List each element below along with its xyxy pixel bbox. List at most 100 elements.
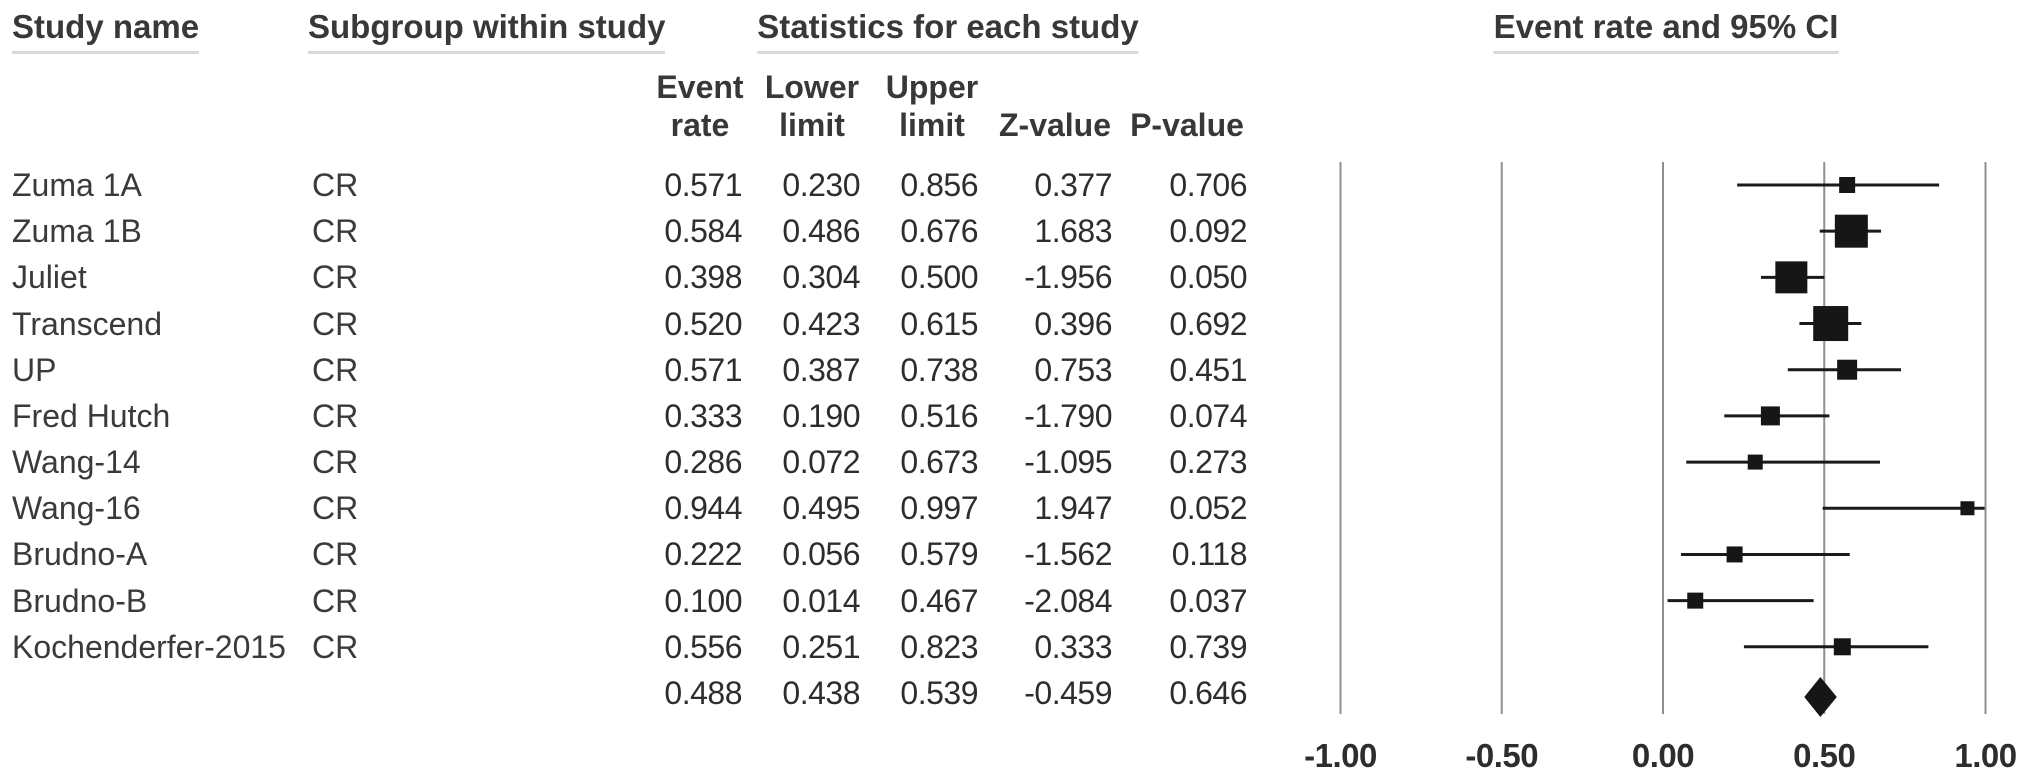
z-value: -1.790 — [1024, 397, 1112, 434]
study-name: Wang-14 — [12, 444, 141, 481]
p-value: 0.118 — [1171, 536, 1248, 573]
study-row: Transcend CR 0.520 0.423 0.615 0.396 0.692 — [0, 305, 2031, 343]
subgroup-value: CR — [312, 351, 359, 388]
lower-limit-value: 0.486 — [782, 213, 860, 250]
point-estimate-marker — [1833, 638, 1851, 656]
lower-limit-value: 0.056 — [782, 536, 860, 573]
study-name: Juliet — [12, 259, 87, 296]
upper-limit-value: 0.823 — [900, 628, 978, 665]
study-name: Brudno-B — [12, 582, 148, 619]
study-row: Brudno-B CR 0.100 0.014 0.467 -2.084 0.037 — [0, 582, 2031, 620]
lower-limit-value: 0.423 — [782, 305, 860, 342]
event-rate-value: 0.286 — [664, 444, 742, 481]
study-row: Wang-14 CR 0.286 0.072 0.673 -1.095 0.273 — [0, 443, 2031, 481]
z-value: 0.396 — [1034, 305, 1112, 342]
upper-limit-value: 0.997 — [900, 490, 978, 527]
point-estimate-marker — [1747, 454, 1763, 470]
study-name: Brudno-A — [12, 536, 148, 573]
upper-limit-value: 0.676 — [900, 213, 978, 250]
subheader-p-value: P-value — [1130, 107, 1244, 143]
z-value: -1.095 — [1024, 444, 1112, 481]
lower-limit-value: 0.230 — [782, 167, 860, 203]
point-estimate-marker — [1760, 406, 1780, 426]
study-row: Zuma 1B CR 0.584 0.486 0.676 1.683 0.092 — [0, 212, 2031, 250]
upper-limit-value: 0.500 — [900, 259, 978, 296]
lower-limit-value: 0.387 — [782, 351, 860, 388]
subheader-lower-limit-line1: Lower — [764, 69, 860, 105]
subheader-upper-limit-line2: limit — [899, 107, 965, 143]
study-name: Zuma 1A — [12, 167, 142, 203]
study-name: Zuma 1B — [12, 213, 142, 250]
summary-event-rate-value: 0.488 — [664, 674, 742, 711]
p-value: 0.451 — [1169, 351, 1247, 388]
study-name: Wang-16 — [12, 490, 141, 527]
upper-limit-value: 0.615 — [900, 305, 978, 342]
z-value: -2.084 — [1024, 582, 1112, 619]
point-estimate-marker — [1726, 546, 1743, 563]
event-rate-value: 0.556 — [664, 628, 742, 665]
event-rate-value: 0.100 — [664, 582, 742, 619]
summary-lower-limit-value: 0.438 — [782, 674, 860, 711]
event-rate-value: 0.520 — [664, 305, 742, 342]
subgroup-value: CR — [312, 444, 359, 481]
x-axis-tick-label: -0.50 — [1465, 737, 1539, 774]
upper-limit-value: 0.856 — [900, 167, 978, 203]
z-value: 1.947 — [1034, 490, 1112, 527]
study-name: Transcend — [12, 305, 162, 342]
subgroup-value: CR — [312, 397, 359, 434]
point-estimate-marker — [1960, 501, 1975, 516]
lower-limit-value: 0.072 — [782, 444, 860, 481]
lower-limit-value: 0.304 — [782, 259, 860, 296]
lower-limit-value: 0.190 — [782, 397, 860, 434]
lower-limit-value: 0.495 — [782, 490, 860, 527]
z-value: 1.683 — [1034, 213, 1112, 250]
event-rate-value: 0.571 — [664, 167, 742, 203]
column-header-study-name: Study name — [12, 8, 200, 54]
subgroup-value: CR — [312, 259, 359, 296]
p-value: 0.052 — [1169, 490, 1247, 527]
study-row: Zuma 1A CR 0.571 0.230 0.856 0.377 0.706 — [0, 166, 2031, 204]
column-header-statistics: Statistics for each study — [757, 8, 1139, 54]
study-row: Juliet CR 0.398 0.304 0.500 -1.956 0.050 — [0, 258, 2031, 296]
study-row: Kochenderfer-2015 CR 0.556 0.251 0.823 0.333 0… — [0, 628, 2031, 666]
column-header-subgroup: Subgroup within study — [308, 8, 666, 54]
event-rate-value: 0.222 — [664, 536, 742, 573]
x-axis-tick-label: 1.00 — [1954, 737, 2017, 774]
event-rate-value: 0.571 — [664, 351, 742, 388]
p-value: 0.074 — [1169, 397, 1247, 434]
point-estimate-marker — [1775, 261, 1808, 294]
z-value: 0.333 — [1034, 628, 1112, 665]
event-rate-value: 0.584 — [664, 213, 742, 250]
study-row: Fred Hutch CR 0.333 0.190 0.516 -1.790 0.074 — [0, 397, 2031, 435]
subgroup-value: CR — [312, 628, 359, 665]
p-value: 0.692 — [1169, 305, 1247, 342]
study-row: UP CR 0.571 0.387 0.738 0.753 0.451 — [0, 351, 2031, 389]
study-row: Brudno-A CR 0.222 0.056 0.579 -1.562 0.118 — [0, 535, 2031, 573]
subgroup-value: CR — [312, 490, 359, 527]
subheader-upper-limit-line1: Upper — [885, 69, 979, 105]
event-rate-value: 0.944 — [664, 490, 742, 527]
subgroup-value: CR — [312, 536, 359, 573]
subgroup-value: CR — [312, 582, 359, 619]
summary-upper-limit-value: 0.539 — [900, 674, 978, 711]
p-value: 0.092 — [1169, 213, 1247, 250]
event-rate-value: 0.333 — [664, 397, 742, 434]
z-value: -1.956 — [1024, 259, 1112, 296]
point-estimate-marker — [1837, 359, 1858, 380]
subgroup-value: CR — [312, 305, 359, 342]
x-axis-tick-label: -1.00 — [1304, 737, 1377, 774]
point-estimate-marker — [1813, 306, 1849, 342]
upper-limit-value: 0.579 — [900, 536, 978, 573]
x-axis-tick-label: 0.00 — [1631, 737, 1695, 774]
point-estimate-marker — [1834, 214, 1868, 248]
point-estimate-marker — [1687, 592, 1704, 609]
upper-limit-value: 0.467 — [900, 582, 978, 619]
study-row: Wang-16 CR 0.944 0.495 0.997 1.947 0.052 — [0, 489, 2031, 527]
z-value: 0.753 — [1034, 351, 1112, 388]
upper-limit-value: 0.673 — [900, 444, 978, 481]
p-value: 0.706 — [1169, 167, 1247, 203]
upper-limit-value: 0.516 — [900, 397, 978, 434]
subheader-event-rate-line2: rate — [670, 107, 730, 143]
